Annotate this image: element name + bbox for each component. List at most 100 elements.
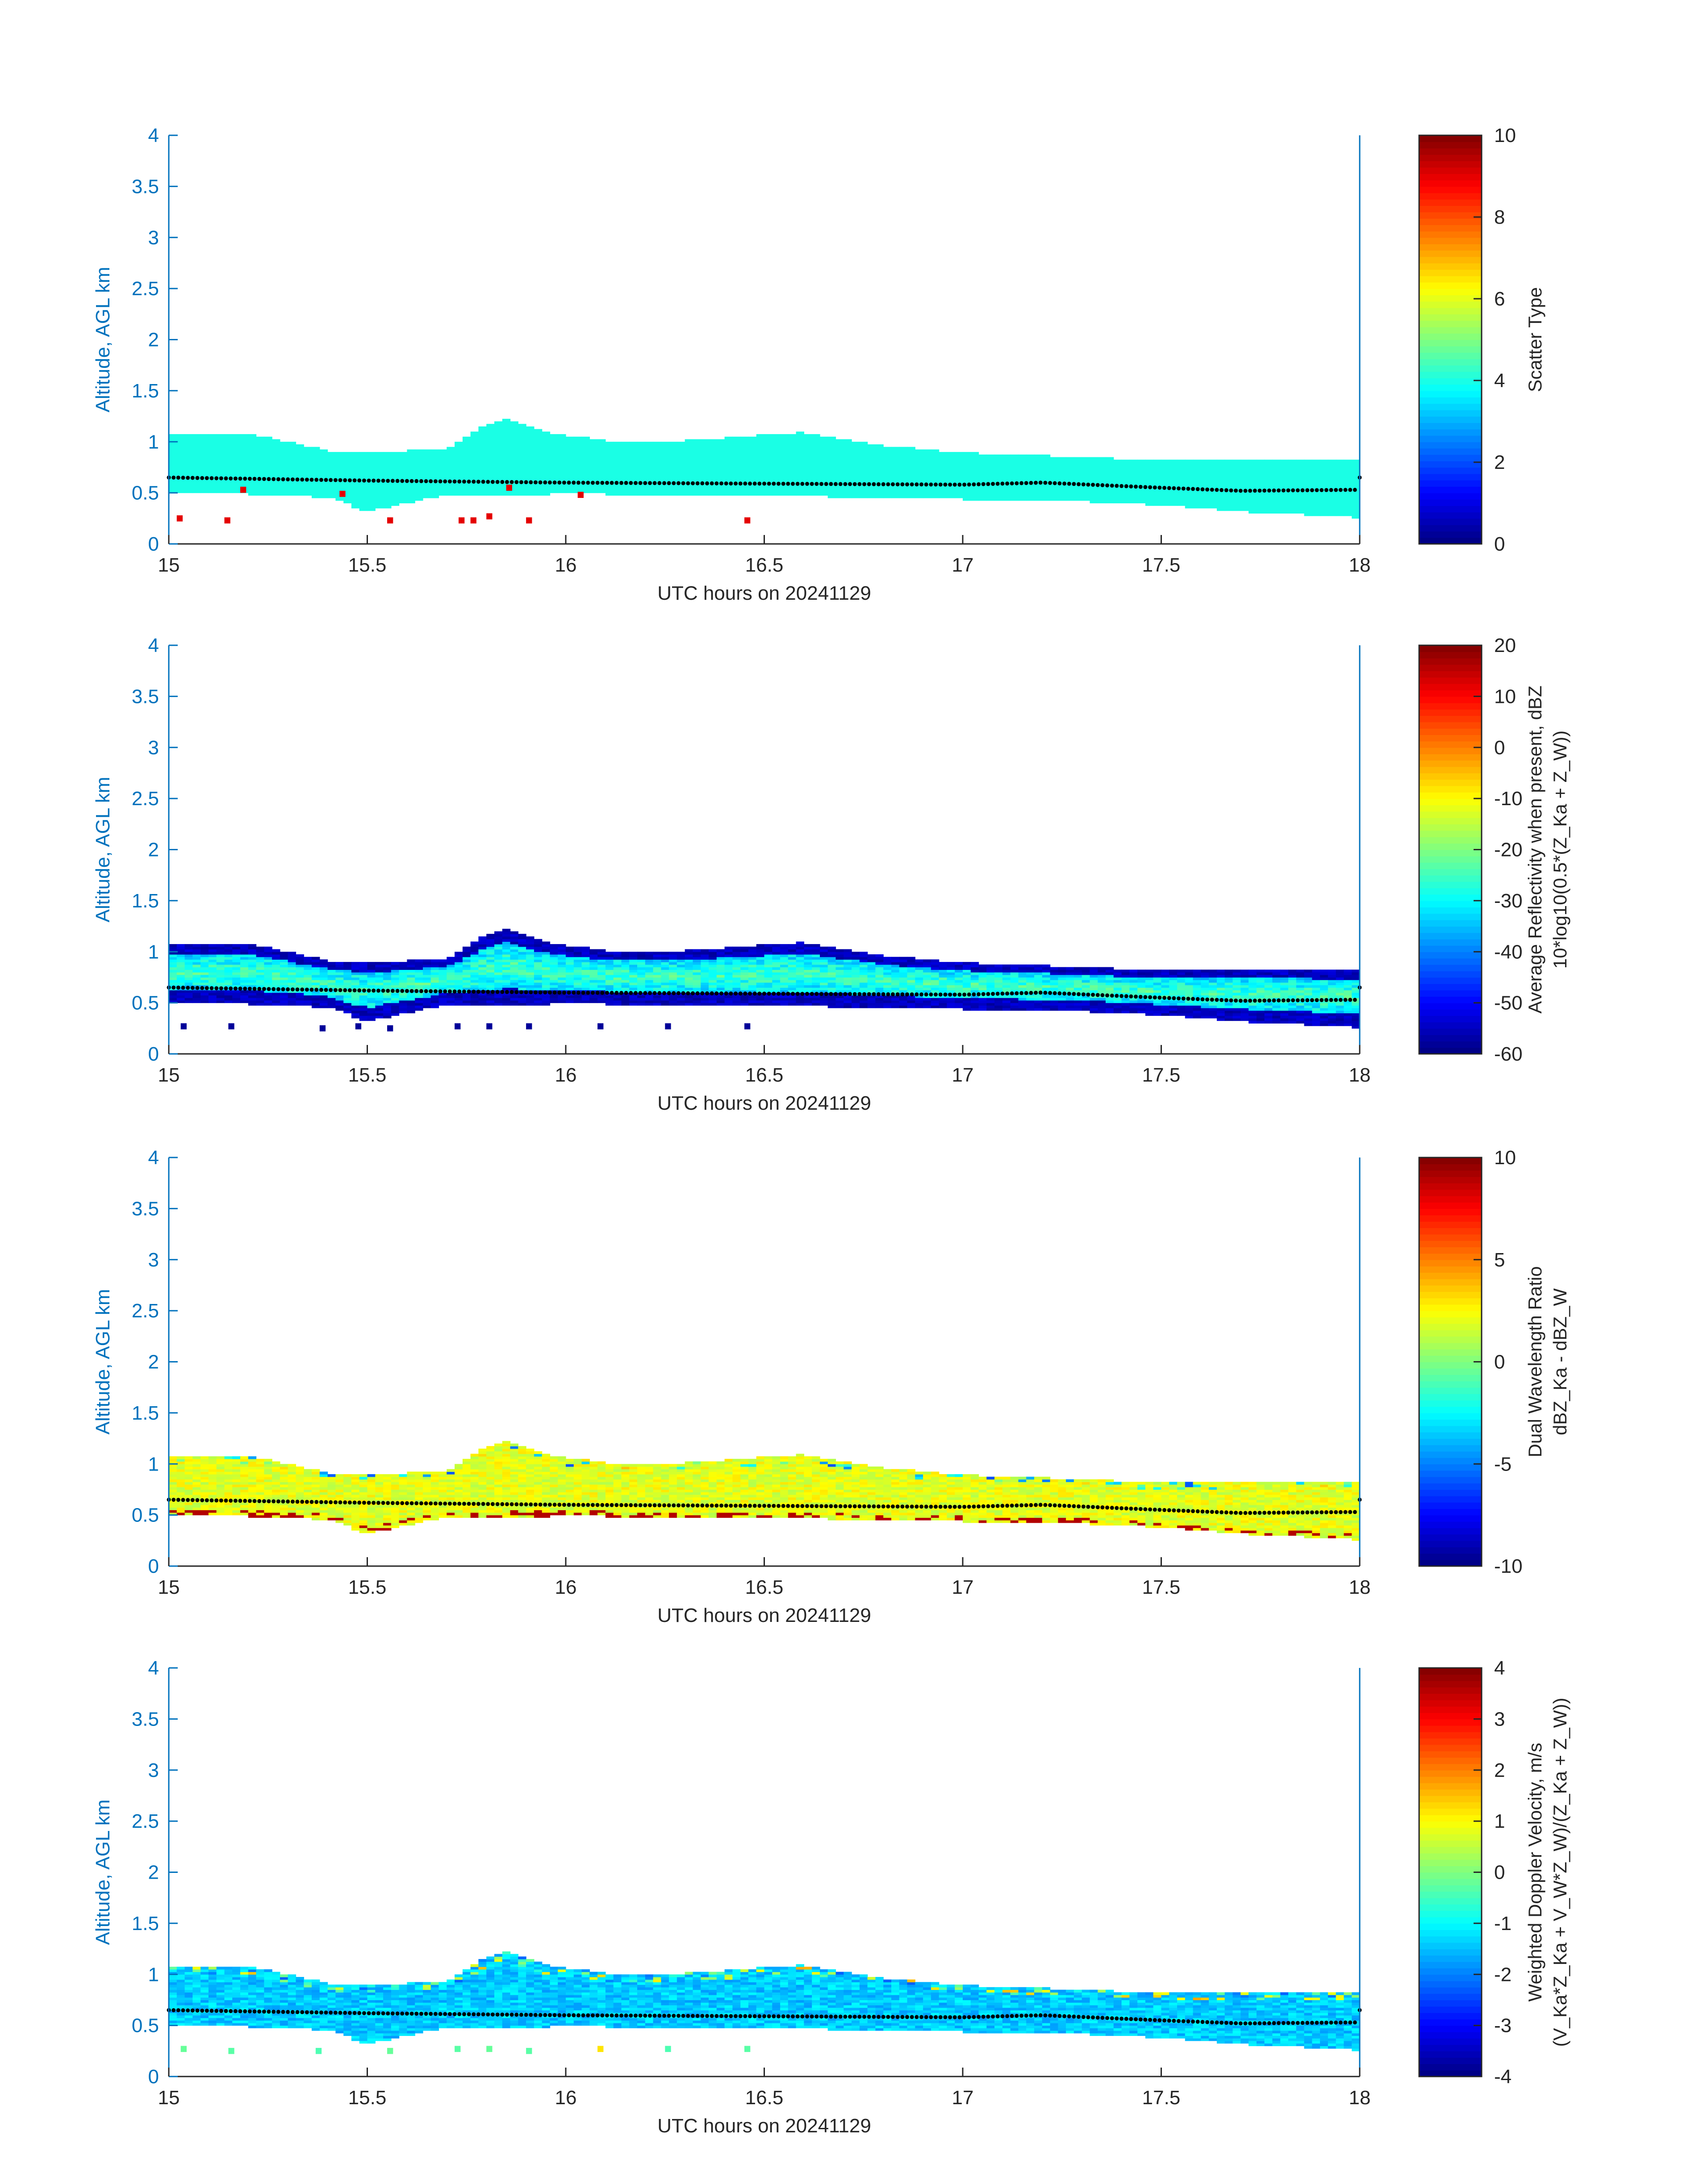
data-cell bbox=[192, 460, 201, 463]
data-cell bbox=[534, 485, 543, 488]
data-cell bbox=[1153, 495, 1162, 498]
data-cell bbox=[581, 962, 590, 965]
data-cell bbox=[208, 454, 217, 458]
data-cell bbox=[407, 992, 415, 996]
data-cell bbox=[375, 967, 384, 970]
data-cell bbox=[1145, 464, 1154, 468]
data-cell bbox=[312, 969, 320, 973]
data-cell bbox=[1090, 464, 1098, 468]
data-cell bbox=[367, 977, 376, 980]
data-cell bbox=[526, 946, 535, 950]
data-cell bbox=[653, 962, 661, 965]
data-cell bbox=[438, 980, 447, 983]
data-cell bbox=[716, 447, 725, 450]
data-cell bbox=[319, 493, 328, 496]
data-cell bbox=[1034, 493, 1043, 496]
line-dot bbox=[514, 480, 519, 485]
data-cell bbox=[709, 480, 717, 483]
data-cell bbox=[280, 462, 288, 465]
data-cell bbox=[589, 457, 598, 460]
data-cell bbox=[224, 436, 233, 440]
data-cell bbox=[296, 460, 304, 463]
data-cell bbox=[669, 444, 677, 447]
data-cell bbox=[1232, 460, 1241, 463]
data-cell bbox=[1328, 503, 1336, 506]
data-cell bbox=[558, 472, 566, 476]
data-cell bbox=[1082, 462, 1090, 465]
data-cell bbox=[732, 436, 741, 440]
line-dot bbox=[1238, 489, 1243, 493]
data-cell bbox=[844, 477, 852, 481]
data-cell bbox=[232, 460, 241, 463]
data-cell bbox=[772, 480, 781, 483]
data-cell bbox=[216, 475, 225, 478]
data-cell bbox=[1050, 462, 1058, 465]
data-cell bbox=[343, 490, 352, 493]
data-cell bbox=[550, 485, 558, 488]
data-cell bbox=[1002, 498, 1011, 501]
data-cell bbox=[772, 454, 781, 458]
data-cell bbox=[280, 957, 288, 960]
data-cell bbox=[788, 493, 797, 496]
data-cell bbox=[232, 980, 241, 983]
data-cell bbox=[1256, 467, 1265, 470]
data-cell bbox=[1050, 488, 1058, 491]
data-cell bbox=[970, 498, 979, 501]
data-cell bbox=[288, 447, 296, 450]
data-cell bbox=[637, 477, 646, 481]
data-cell bbox=[645, 954, 654, 957]
data-cell bbox=[716, 485, 725, 488]
line-dot bbox=[257, 476, 262, 481]
data-cell bbox=[494, 493, 503, 496]
data-cell bbox=[558, 442, 566, 445]
line-dot bbox=[1110, 484, 1114, 488]
data-cell bbox=[319, 964, 328, 968]
data-cell bbox=[351, 972, 360, 975]
data-cell bbox=[438, 1000, 447, 1003]
data-cell bbox=[510, 995, 518, 998]
data-cell bbox=[240, 454, 249, 458]
data-cell bbox=[558, 477, 566, 481]
data-cell bbox=[550, 470, 558, 473]
data-cell bbox=[1336, 475, 1345, 478]
data-cell bbox=[272, 475, 280, 478]
data-cell bbox=[304, 977, 312, 980]
data-cell bbox=[208, 954, 217, 957]
data-cell bbox=[1320, 506, 1328, 509]
data-cell bbox=[272, 982, 280, 986]
data-cell bbox=[264, 493, 272, 496]
data-cell bbox=[169, 962, 177, 965]
data-cell bbox=[280, 449, 288, 452]
data-cell bbox=[240, 485, 249, 488]
data-cell bbox=[399, 457, 407, 460]
data-cell bbox=[764, 444, 773, 447]
data-cell bbox=[478, 457, 487, 460]
colorbar-segment bbox=[1419, 231, 1482, 238]
data-cell bbox=[256, 462, 264, 465]
data-cell bbox=[955, 460, 963, 463]
data-cell bbox=[1217, 503, 1225, 506]
data-cell bbox=[248, 998, 257, 1001]
data-cell bbox=[407, 490, 415, 493]
data-cell bbox=[272, 952, 280, 955]
line-dot bbox=[1329, 488, 1333, 492]
data-cell bbox=[518, 457, 526, 460]
data-cell bbox=[335, 488, 344, 491]
data-cell bbox=[1312, 460, 1320, 463]
data-cell bbox=[248, 944, 257, 947]
data-cell bbox=[383, 1008, 392, 1011]
data-cell bbox=[788, 477, 797, 481]
data-cell bbox=[677, 977, 685, 980]
data-cell bbox=[335, 1008, 344, 1011]
data-cell bbox=[208, 962, 217, 965]
data-cell bbox=[327, 475, 336, 478]
data-cell bbox=[423, 967, 431, 970]
data-cell bbox=[645, 962, 654, 965]
data-cell bbox=[264, 482, 272, 486]
data-cell bbox=[399, 495, 407, 498]
data-cell bbox=[1106, 467, 1114, 470]
data-cell bbox=[407, 495, 415, 498]
data-cell bbox=[613, 470, 622, 473]
data-cell bbox=[288, 490, 296, 493]
data-cell bbox=[653, 460, 661, 463]
